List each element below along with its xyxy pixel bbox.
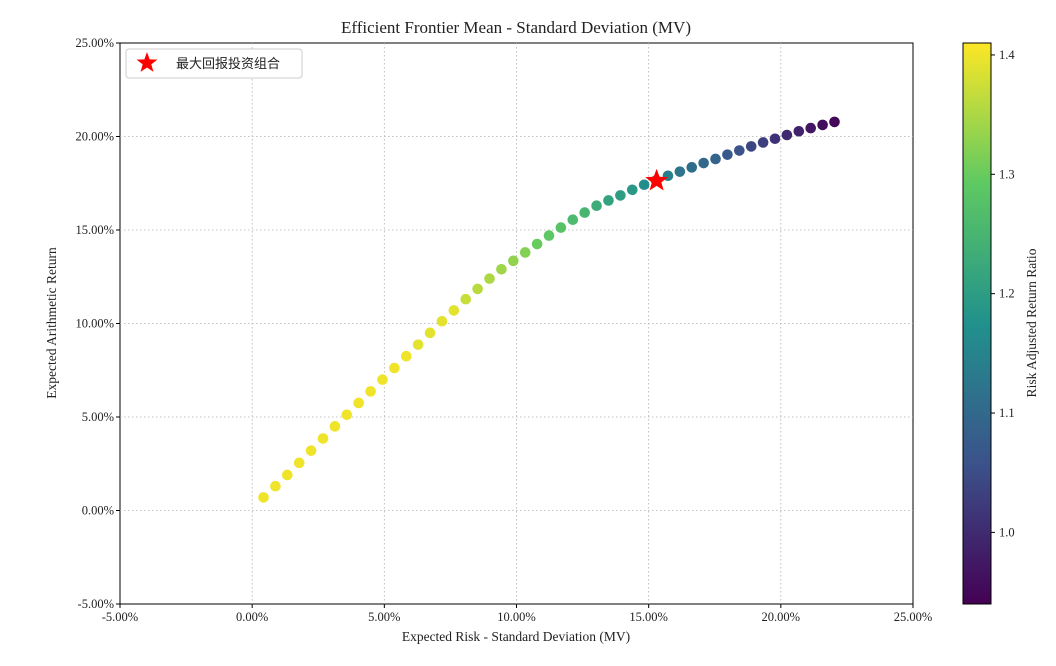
scatter-point (531, 238, 543, 250)
scatter-point (567, 214, 579, 226)
scatter-point (508, 255, 519, 267)
scatter-point (353, 397, 364, 409)
scatter-point (317, 433, 329, 444)
scatter-point (282, 469, 293, 481)
scatter-point (781, 129, 793, 141)
scatter-point (400, 350, 412, 362)
scatter-point (829, 116, 840, 128)
y-axis-label: Expected Arithmetic Return (44, 247, 59, 399)
legend-box (125, 48, 303, 79)
x-tick-label: 15.00% (629, 610, 668, 624)
scatter-point (805, 122, 817, 134)
scatter-point (484, 273, 495, 284)
colorbar-ticks: 1.0 1.1 1.2 1.3 1.4 (991, 48, 1015, 539)
max-return-portfolio-star (645, 168, 669, 191)
x-tick-label: 5.00% (368, 610, 400, 624)
scatter-point (579, 207, 590, 218)
scatter-point (722, 149, 733, 160)
colorbar: 1.0 1.1 1.2 1.3 1.4 Risk Adjusted Return Rat… (962, 42, 1039, 605)
scatter-point (638, 179, 650, 191)
scatter-point (424, 327, 436, 339)
scatter-point (603, 195, 614, 206)
scatter-point (626, 184, 638, 196)
scatter-point (293, 457, 305, 469)
scatter-point (305, 445, 317, 456)
x-tick-label: -5.00% (102, 610, 138, 624)
scatter-point (543, 230, 555, 241)
legend-label: 最大回报投资组合 (176, 56, 280, 71)
x-tick-label: 10.00% (497, 610, 536, 624)
scatter-point (734, 145, 745, 156)
x-tick-label: 25.00% (894, 610, 933, 624)
scatter-point (615, 190, 626, 201)
x-tick-label: 0.00% (236, 610, 268, 624)
scatter-point (329, 421, 341, 432)
scatter-point (472, 283, 483, 295)
grid (120, 43, 913, 604)
scatter-point (591, 200, 602, 211)
scatter-point (412, 339, 424, 350)
y-tick-label: 15.00% (75, 223, 114, 237)
scatter-point (341, 409, 353, 421)
y-tick-label: -5.00% (78, 597, 114, 611)
colorbar-gradient (962, 42, 992, 605)
scatter-point (710, 153, 721, 165)
scatter-point (377, 374, 388, 385)
scatter-point (769, 133, 781, 145)
scatter-point (258, 492, 269, 503)
y-tick-label: 20.00% (75, 130, 114, 144)
colorbar-tick-label: 1.0 (999, 525, 1015, 539)
scatter-point (270, 480, 281, 492)
x-axis-label: Expected Risk - Standard Deviation (MV) (402, 629, 630, 644)
legend-star-icon (136, 52, 158, 72)
y-tick-label: 10.00% (75, 317, 114, 331)
x-tick-label: 20.00% (762, 610, 801, 624)
scatter-point (436, 315, 448, 327)
y-axis: -5.00% 0.00% 5.00% 10.00% 15.00% 20.00% 25.00% (75, 36, 120, 611)
scatter-point (519, 247, 531, 258)
x-axis: -5.00% 0.00% 5.00% 10.00% 15.00% 20.00% 25.00% (102, 604, 933, 624)
scatter-point (555, 222, 567, 233)
scatter-point (686, 162, 698, 173)
scatter-point (793, 125, 805, 137)
colorbar-tick-label: 1.3 (999, 167, 1015, 181)
y-tick-label: 5.00% (82, 410, 114, 424)
scatter-point (817, 119, 828, 131)
scatter-point (496, 263, 507, 275)
scatter-point (389, 362, 400, 374)
scatter-point (365, 386, 376, 397)
y-tick-label: 0.00% (82, 504, 114, 518)
colorbar-tick-label: 1.1 (999, 406, 1015, 420)
colorbar-label: Risk Adjusted Return Ratio (1024, 248, 1039, 397)
scatter-point (448, 305, 460, 316)
scatter-points (258, 116, 840, 503)
y-tick-label: 25.00% (75, 36, 114, 50)
scatter-point (460, 293, 472, 305)
scatter-point (674, 166, 686, 177)
chart-title: Efficient Frontier Mean - Standard Devia… (341, 18, 691, 37)
highlight-layer (645, 168, 669, 191)
legend: 最大回报投资组合 (125, 48, 303, 79)
colorbar-tick-label: 1.4 (999, 48, 1015, 62)
scatter-point (745, 141, 757, 152)
colorbar-tick-label: 1.2 (999, 287, 1015, 301)
scatter-point (757, 137, 769, 148)
scatter-point (698, 157, 709, 169)
